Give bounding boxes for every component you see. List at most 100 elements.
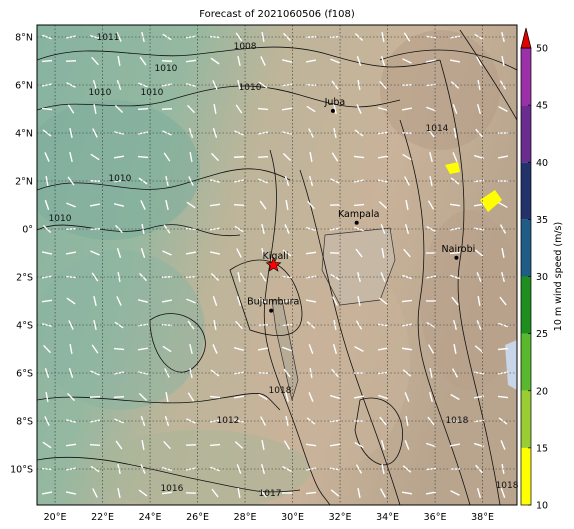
wind-barb: [237, 487, 241, 499]
wind-barb: [402, 274, 412, 280]
wind-barb: [331, 152, 339, 162]
wind-barb: [44, 152, 50, 162]
x-tick-label: 32°E: [329, 512, 352, 523]
wind-barb: [89, 444, 101, 446]
wind-barb: [113, 395, 125, 399]
wind-barb: [403, 32, 411, 42]
wind-barb: [137, 107, 149, 111]
wind-barb: [353, 155, 365, 159]
wind-barb: [236, 248, 242, 258]
wind-barb: [67, 104, 75, 114]
wind-barb: [89, 34, 101, 40]
wind-barb: [425, 83, 437, 87]
wind-barb: [259, 488, 267, 498]
wind-barb: [259, 200, 267, 210]
wind-barb: [45, 175, 49, 187]
wind-barb: [283, 440, 291, 450]
wind-barb: [137, 299, 149, 303]
x-tick-label: 36°E: [424, 512, 447, 523]
wind-barb: [213, 319, 217, 331]
wind-barb: [474, 442, 484, 448]
wind-barb: [356, 56, 362, 66]
wind-barb: [233, 419, 245, 423]
wind-barb: [68, 320, 74, 330]
city-label: Kigali: [263, 251, 289, 262]
wind-barb: [161, 491, 173, 495]
wind-barb: [41, 251, 53, 255]
x-tick-label: 30°E: [281, 512, 304, 523]
contour-label: 1010: [155, 64, 178, 74]
wind-barb: [90, 250, 100, 256]
wind-barb: [209, 395, 221, 399]
wind-barb: [305, 251, 317, 255]
wind-barb: [41, 299, 53, 303]
wind-barb: [65, 419, 77, 423]
wind-barb: [450, 490, 460, 496]
wind-barb: [380, 272, 386, 282]
y-tick-label: 4°S: [16, 321, 33, 332]
wind-barb: [92, 80, 98, 90]
colorbar-tick-label: 45: [536, 101, 548, 112]
wind-barb: [285, 199, 289, 211]
star-marker: [265, 256, 282, 272]
wind-barb: [474, 249, 484, 257]
wind-barb: [209, 35, 221, 39]
wind-barb: [452, 152, 458, 162]
wind-barb: [427, 200, 435, 210]
wind-barb: [260, 56, 266, 66]
wind-barb: [90, 153, 100, 161]
wind-barb: [474, 345, 484, 353]
contour-label: 1018: [496, 481, 519, 491]
wind-barb: [452, 104, 458, 114]
wind-barb: [116, 248, 122, 258]
wind-barb: [500, 440, 506, 450]
wind-barb: [89, 396, 101, 398]
y-tick-label: 6°N: [15, 81, 33, 92]
wind-barb: [429, 175, 433, 187]
wind-barb: [210, 57, 220, 65]
wind-barb: [404, 223, 410, 235]
wind-barb: [429, 151, 433, 163]
wind-barb: [165, 199, 169, 211]
city-label: Juba: [324, 97, 346, 108]
contour-label: 1010: [239, 83, 262, 93]
city-marker: [269, 308, 274, 313]
y-tick-label: 0°: [22, 225, 33, 236]
x-tick-label: 38°E: [471, 512, 494, 523]
wind-barb: [378, 201, 388, 209]
wind-barb: [65, 443, 77, 447]
wind-barb: [402, 58, 412, 64]
wind-barb: [429, 391, 433, 403]
wind-barb: [233, 179, 245, 183]
wind-patch: [445, 162, 460, 174]
wind-barb: [41, 491, 53, 495]
contour-label: 1010: [49, 214, 72, 224]
contour-label: 1017: [259, 489, 282, 499]
wind-barb: [377, 131, 389, 135]
wind-barb: [210, 466, 220, 472]
wind-barb: [213, 103, 217, 115]
y-tick-label: 8°N: [15, 33, 33, 44]
colorbar-segment: [521, 276, 531, 334]
wind-barb: [500, 488, 506, 498]
wind-barb: [69, 343, 73, 355]
wind-barb: [163, 152, 171, 162]
wind-barb: [44, 200, 50, 210]
wind-barb: [402, 153, 412, 161]
wind-barb: [259, 272, 267, 282]
wind-barb: [45, 391, 49, 403]
wind-barb: [236, 296, 242, 306]
wind-barb: [66, 297, 76, 305]
wind-barb: [189, 151, 193, 163]
colorbar-tick-label: 40: [536, 158, 548, 169]
wind-barb: [281, 299, 293, 303]
colorbar-tick-label: 50: [536, 44, 548, 55]
wind-barb: [451, 296, 459, 306]
wind-barb: [92, 488, 98, 498]
wind-barb: [65, 227, 77, 231]
wind-barb: [235, 32, 243, 42]
wind-barb: [476, 488, 482, 498]
contour-label: 1010: [88, 88, 111, 98]
wind-barb: [41, 59, 53, 63]
